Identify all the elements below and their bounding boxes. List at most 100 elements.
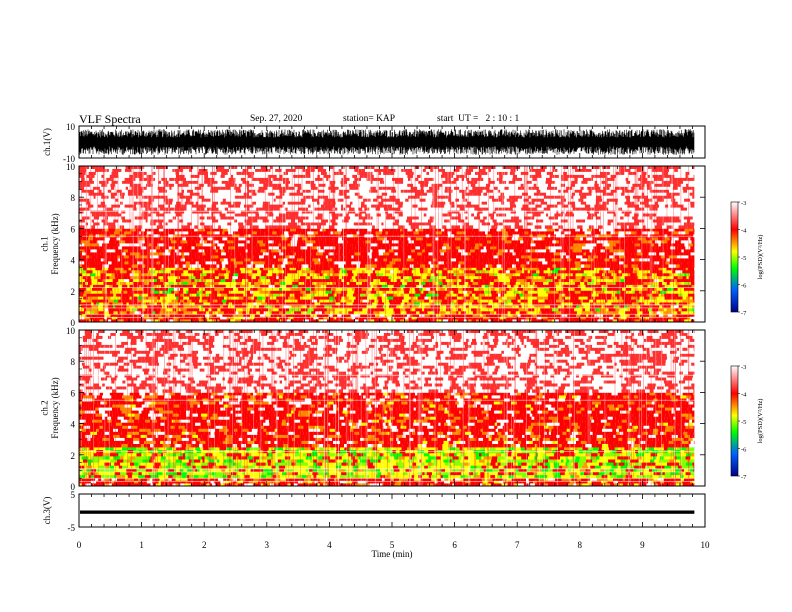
spectrogram-cell bbox=[79, 166, 86, 170]
spectrogram-cell bbox=[515, 296, 518, 300]
spectrogram-cell bbox=[322, 252, 329, 256]
spectrogram-cell bbox=[353, 279, 357, 283]
spectrogram-cell bbox=[282, 231, 285, 235]
spectrogram-cell bbox=[515, 169, 521, 173]
spectrogram-cell bbox=[257, 240, 263, 244]
spectrogram-cell bbox=[646, 243, 651, 247]
spectrogram-cell bbox=[285, 264, 289, 268]
spectrogram-cell bbox=[219, 296, 225, 300]
spectrogram-cell bbox=[248, 284, 255, 289]
spectrogram-cell bbox=[489, 316, 496, 320]
spectrogram-cell bbox=[497, 255, 505, 259]
spectrogram-cell bbox=[637, 264, 641, 268]
spectrogram-cell bbox=[360, 237, 364, 241]
spectrogram-cell bbox=[233, 240, 236, 244]
spectrogram-cell bbox=[381, 171, 384, 176]
spectrogram-cell bbox=[679, 166, 686, 170]
spectrogram-cell bbox=[287, 258, 293, 262]
spectrogram-cell bbox=[254, 282, 261, 286]
spectrogram-cell bbox=[440, 302, 446, 306]
spectrogram-cell bbox=[159, 311, 164, 315]
spectrogram-cell bbox=[176, 255, 182, 259]
spectrogram-cell bbox=[663, 228, 669, 232]
spectrogram-cell bbox=[505, 249, 508, 253]
spectrogram-cell bbox=[98, 311, 102, 315]
spectrogram-cell bbox=[506, 308, 513, 312]
spectrogram-cell bbox=[444, 228, 450, 232]
spectrogram-cell bbox=[432, 293, 439, 297]
spectrogram-cell bbox=[466, 311, 473, 315]
spectrogram-cell bbox=[411, 255, 417, 259]
spectrogram-cell bbox=[371, 296, 378, 300]
spectrogram-cell bbox=[339, 276, 343, 280]
spectrogram-cell bbox=[104, 258, 110, 262]
spectrogram-cell bbox=[104, 237, 110, 241]
spectrogram-cell bbox=[95, 171, 101, 176]
spectrogram-cell bbox=[691, 228, 694, 232]
spectrogram-cell bbox=[506, 237, 512, 241]
spectrogram-cell bbox=[621, 228, 628, 232]
spectrogram-cell bbox=[502, 284, 508, 289]
spectrogram-cell bbox=[663, 264, 669, 268]
spectrogram-cell bbox=[284, 240, 289, 244]
spectrogram-cell bbox=[274, 270, 277, 274]
spectrogram-cell bbox=[480, 171, 483, 176]
spectrogram-cell bbox=[533, 261, 538, 265]
spectrogram-cell bbox=[381, 296, 388, 300]
spectrogram-cell bbox=[110, 249, 116, 253]
spectrogram-cell bbox=[163, 264, 168, 268]
spectrogram-cell bbox=[138, 316, 141, 320]
spectrogram-cell bbox=[540, 240, 547, 244]
spectrogram-cell bbox=[664, 284, 671, 289]
spectrogram-cell bbox=[144, 282, 150, 286]
spectrogram-cell bbox=[139, 284, 142, 289]
spectrogram-cell bbox=[584, 231, 591, 235]
spectrogram-cell bbox=[367, 279, 374, 283]
spectrogram-cell bbox=[323, 316, 330, 320]
spectrogram-cell bbox=[298, 246, 301, 250]
spectrogram-cell bbox=[648, 252, 653, 256]
spectrogram-cell bbox=[618, 166, 624, 170]
spectrogram-cell bbox=[427, 166, 433, 170]
spectrogram-cell bbox=[222, 231, 225, 235]
spectrogram-cell bbox=[203, 276, 210, 280]
spectrogram-cell bbox=[81, 258, 88, 262]
spectrogram-cell bbox=[203, 246, 209, 250]
spectrogram-cell bbox=[345, 290, 348, 295]
spectrogram-cell bbox=[456, 264, 459, 268]
spectrogram-cell bbox=[565, 276, 569, 280]
spectrogram-cell bbox=[367, 282, 370, 286]
spectrogram-cell bbox=[148, 243, 152, 247]
spectrogram-cell bbox=[582, 255, 589, 259]
spectrogram-cell bbox=[195, 316, 198, 320]
spectrogram-cell bbox=[297, 319, 304, 323]
spectrogram-cell bbox=[379, 255, 387, 259]
spectrogram-cell bbox=[120, 296, 126, 300]
spectrogram-cell bbox=[364, 237, 369, 241]
spectrogram-cell bbox=[509, 293, 517, 297]
spectrogram-cell bbox=[109, 166, 114, 170]
spectrogram-cell bbox=[511, 299, 518, 303]
spectrogram-cell bbox=[244, 243, 248, 247]
spectrogram-cell bbox=[669, 302, 677, 306]
spectrogram-cell bbox=[327, 270, 335, 274]
spectrogram-cell bbox=[86, 302, 91, 306]
spectrogram-cell bbox=[626, 231, 631, 235]
spectrogram-cell bbox=[579, 243, 586, 247]
spectrogram-cell bbox=[429, 302, 433, 306]
spectrogram-cell bbox=[190, 228, 195, 232]
spectrogram-cell bbox=[260, 258, 266, 262]
spectrogram-cell bbox=[442, 246, 447, 250]
spectrogram-cell bbox=[541, 228, 547, 232]
spectrogram-cell bbox=[606, 308, 609, 312]
spectrogram-cell bbox=[559, 293, 562, 297]
spectrogram-cell bbox=[683, 252, 691, 256]
spectrogram-cell bbox=[347, 270, 353, 274]
spectrogram-cell bbox=[613, 316, 619, 320]
spectrogram-cell bbox=[377, 237, 383, 241]
spectrogram-cell bbox=[338, 264, 344, 268]
spectrogram-cell bbox=[570, 311, 577, 315]
spectrogram-cell bbox=[264, 284, 269, 289]
spectrogram-cell bbox=[99, 319, 105, 323]
spectrogram-cell bbox=[117, 316, 124, 320]
